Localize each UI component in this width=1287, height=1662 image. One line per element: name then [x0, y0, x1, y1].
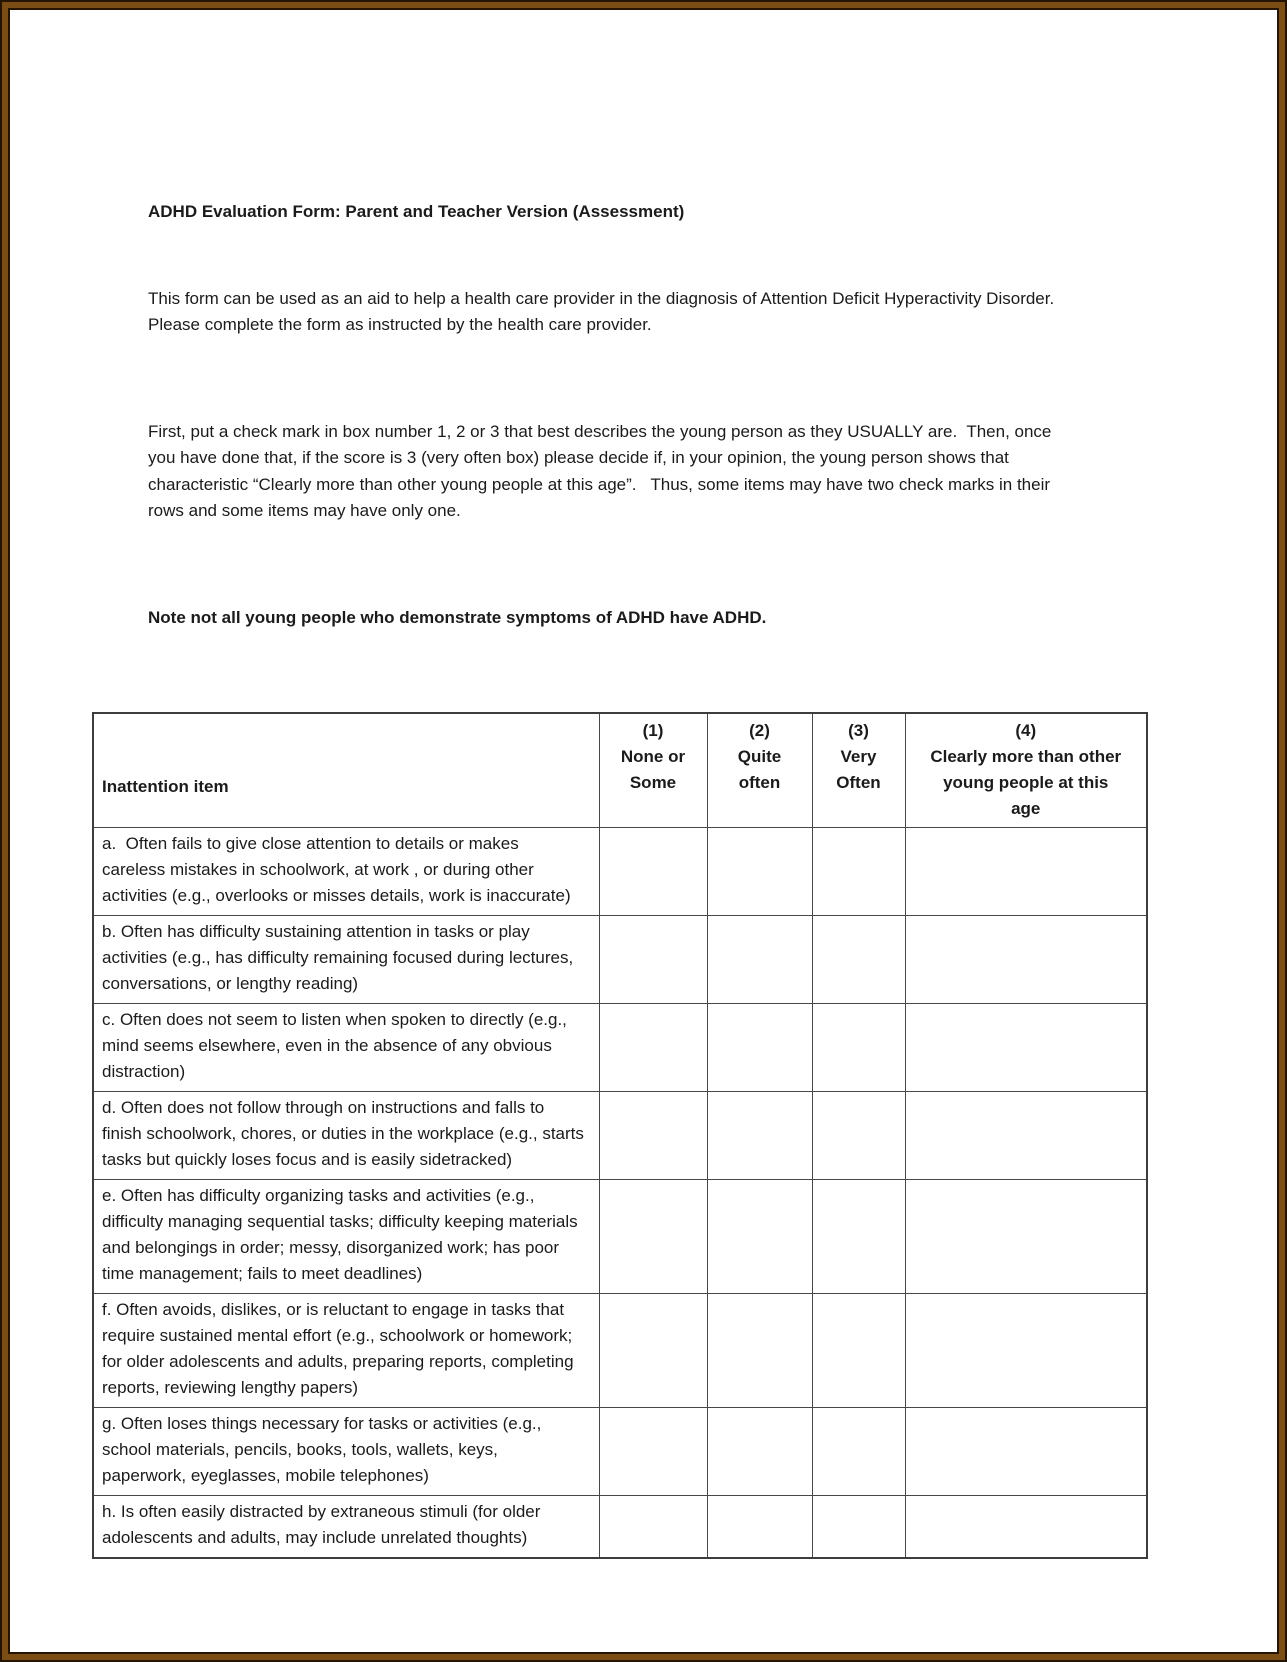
- column-4-label: Clearly more than other young people at …: [930, 747, 1122, 818]
- answer-cell-c-3[interactable]: [811, 1002, 906, 1092]
- column-4-number: (4): [1015, 721, 1037, 740]
- answer-cell-g-4[interactable]: [904, 1406, 1148, 1496]
- item-cell-b: b. Often has difficulty sustaining atten…: [92, 914, 600, 1004]
- answer-cell-g-2[interactable]: [706, 1406, 813, 1496]
- answer-cell-h-2[interactable]: [706, 1494, 813, 1558]
- answer-cell-d-4[interactable]: [904, 1090, 1148, 1180]
- answer-cell-f-1[interactable]: [598, 1292, 708, 1408]
- table-row-e: e. Often has difficulty organizing tasks…: [92, 1178, 1148, 1294]
- answer-cell-f-2[interactable]: [706, 1292, 813, 1408]
- column-3-label: Very Often: [836, 747, 881, 792]
- column-header-3-very-often: (3) Very Often: [811, 712, 906, 828]
- answer-cell-d-2[interactable]: [706, 1090, 813, 1180]
- instructions-paragraph: First, put a check mark in box number 1,…: [148, 421, 1057, 521]
- answer-cell-d-1[interactable]: [598, 1090, 708, 1180]
- document-content: ADHD Evaluation Form: Parent and Teacher…: [10, 10, 1277, 1559]
- answer-cell-b-4[interactable]: [904, 914, 1148, 1004]
- column-header-1-none-or-some: (1) None or Some: [598, 712, 708, 828]
- item-cell-a: a. Often fails to give close attention t…: [92, 826, 600, 916]
- answer-cell-c-1[interactable]: [598, 1002, 708, 1092]
- table-row-d: d. Often does not follow through on inst…: [92, 1090, 1148, 1180]
- item-cell-g: g. Often loses things necessary for task…: [92, 1406, 600, 1496]
- answer-cell-g-1[interactable]: [598, 1406, 708, 1496]
- header-text-block: ADHD Evaluation Form: Parent and Teacher…: [148, 146, 1064, 712]
- answer-cell-e-3[interactable]: [811, 1178, 906, 1294]
- item-cell-c: c. Often does not seem to listen when sp…: [92, 1002, 600, 1092]
- inattention-table: Inattention item (1) None or Some (2) Qu…: [92, 712, 1148, 1559]
- table-row-g: g. Often loses things necessary for task…: [92, 1406, 1148, 1496]
- item-cell-h: h. Is often easily distracted by extrane…: [92, 1494, 600, 1558]
- item-cell-f: f. Often avoids, dislikes, or is relucta…: [92, 1292, 600, 1408]
- table-row-c: c. Often does not seem to listen when sp…: [92, 1002, 1148, 1092]
- note-paragraph: Note not all young people who demonstrat…: [148, 607, 767, 627]
- answer-cell-a-4[interactable]: [904, 826, 1148, 916]
- form-title: ADHD Evaluation Form: Parent and Teacher…: [148, 202, 685, 221]
- column-header-2-quite-often: (2) Quite often: [706, 712, 813, 828]
- page: ADHD Evaluation Form: Parent and Teacher…: [8, 8, 1279, 1654]
- table-row-h: h. Is often easily distracted by extrane…: [92, 1494, 1148, 1558]
- intro-paragraph: This form can be used as an aid to help …: [148, 288, 1064, 335]
- answer-cell-d-3[interactable]: [811, 1090, 906, 1180]
- column-2-label: Quite often: [737, 747, 782, 792]
- answer-cell-b-1[interactable]: [598, 914, 708, 1004]
- table-row-f: f. Often avoids, dislikes, or is relucta…: [92, 1292, 1148, 1408]
- table-row-b: b. Often has difficulty sustaining atten…: [92, 914, 1148, 1004]
- answer-cell-a-3[interactable]: [811, 826, 906, 916]
- answer-cell-g-3[interactable]: [811, 1406, 906, 1496]
- column-header-inattention-item: Inattention item: [92, 712, 600, 828]
- answer-cell-e-4[interactable]: [904, 1178, 1148, 1294]
- column-2-number: (2): [749, 721, 770, 740]
- table-row-a: a. Often fails to give close attention t…: [92, 826, 1148, 916]
- column-3-number: (3): [848, 721, 869, 740]
- item-cell-d: d. Often does not follow through on inst…: [92, 1090, 600, 1180]
- answer-cell-a-2[interactable]: [706, 826, 813, 916]
- answer-cell-a-1[interactable]: [598, 826, 708, 916]
- table-header-row: Inattention item (1) None or Some (2) Qu…: [92, 712, 1148, 828]
- column-1-label: None or Some: [620, 747, 686, 792]
- column-header-4-clearly-more: (4) Clearly more than other young people…: [904, 712, 1148, 828]
- answer-cell-b-2[interactable]: [706, 914, 813, 1004]
- answer-cell-e-1[interactable]: [598, 1178, 708, 1294]
- answer-cell-h-3[interactable]: [811, 1494, 906, 1558]
- answer-cell-f-4[interactable]: [904, 1292, 1148, 1408]
- column-1-number: (1): [642, 721, 664, 740]
- answer-cell-h-4[interactable]: [904, 1494, 1148, 1558]
- answer-cell-c-4[interactable]: [904, 1002, 1148, 1092]
- item-cell-e: e. Often has difficulty organizing tasks…: [92, 1178, 600, 1294]
- answer-cell-f-3[interactable]: [811, 1292, 906, 1408]
- answer-cell-c-2[interactable]: [706, 1002, 813, 1092]
- answer-cell-h-1[interactable]: [598, 1494, 708, 1558]
- answer-cell-b-3[interactable]: [811, 914, 906, 1004]
- answer-cell-e-2[interactable]: [706, 1178, 813, 1294]
